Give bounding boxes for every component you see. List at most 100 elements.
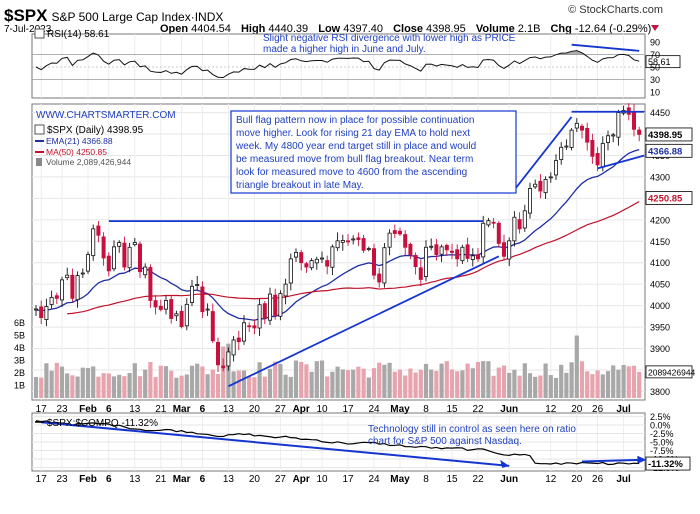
candle [65, 267, 70, 281]
candle-body [148, 267, 153, 301]
candle [257, 298, 262, 337]
price-legend-swatch [34, 124, 45, 135]
candle [481, 215, 486, 264]
candle [75, 271, 80, 308]
price-annotation-line-6: triangle breakout in late May. [236, 180, 364, 191]
candle [153, 295, 158, 315]
candle-body [319, 257, 324, 260]
volume-bar [434, 370, 439, 398]
volume-bar [236, 370, 241, 398]
volume-bar [252, 377, 257, 398]
ratio-current-box [645, 456, 691, 471]
candle-body [517, 219, 522, 230]
rsi-tick-label: 50 [650, 63, 660, 73]
candle-body [39, 306, 44, 319]
candle-body [221, 365, 226, 369]
volume-bar [470, 368, 475, 398]
volume-bar [179, 375, 184, 398]
candle [371, 243, 376, 280]
candle-body [257, 304, 262, 329]
candle-body [143, 266, 148, 276]
candle-body [117, 242, 122, 247]
x-tick-label: 17 [342, 404, 354, 415]
x-tick-label: 13 [129, 404, 141, 415]
volume-bar [111, 376, 117, 398]
candle-body [351, 238, 356, 241]
x-tick-label: 26 [592, 404, 604, 415]
x-tick-label: 21 [155, 404, 167, 415]
candle-body [371, 248, 376, 276]
volume-bar [439, 363, 444, 398]
volume-bar [543, 363, 548, 398]
x-tick-label: Jun [500, 474, 518, 485]
volume-bar [403, 375, 408, 398]
candle-body [356, 237, 361, 240]
candle [574, 118, 579, 132]
candle [397, 227, 402, 236]
volume-bar [564, 372, 569, 398]
candle-body [475, 254, 480, 260]
candle [101, 232, 106, 266]
volume-bar [366, 377, 371, 398]
last-ma-value: 4250.85 [648, 194, 683, 205]
volume-bar [512, 369, 517, 398]
brand-label: © StockCharts.com [568, 4, 663, 16]
candle [231, 336, 236, 362]
ma-legend: MA(50) 4250.85 [46, 147, 107, 157]
candle-body [559, 146, 564, 160]
rsi-legend-swatch [34, 28, 45, 39]
candle [455, 244, 460, 267]
price-tick-label: 4450 [650, 108, 670, 118]
volume-bar [314, 361, 319, 398]
moving-average-layer [35, 148, 640, 321]
candle-body [507, 240, 512, 260]
volume-bar [392, 371, 397, 398]
candle [449, 243, 454, 260]
volume-bar [340, 369, 345, 398]
candle-body [444, 244, 449, 251]
price-annotation-box [230, 110, 517, 194]
volume-bar [132, 363, 137, 398]
rsi-annotation-line-1: Slight negative RSI divergence with lowe… [263, 33, 516, 44]
candle-body [70, 274, 75, 299]
candle [564, 139, 569, 150]
x-tick-label: 15 [446, 404, 458, 415]
candle [569, 128, 574, 151]
candle-body [205, 308, 210, 311]
volume-bar [101, 373, 106, 398]
candle-body [439, 246, 444, 255]
volume-legend-swatch [36, 158, 42, 166]
candle [44, 298, 49, 327]
change-down-icon [651, 25, 659, 31]
volume-bar [189, 365, 195, 398]
candle-body [335, 240, 340, 249]
candle [340, 234, 345, 251]
candle-body [215, 341, 220, 366]
x-tick-label: 17 [36, 404, 48, 415]
x-tick-label: 17 [342, 474, 354, 485]
volume-tick-label: 5B [14, 331, 25, 341]
x-tick-label: Feb [79, 404, 97, 415]
candle-body [91, 228, 96, 257]
price-annotation-line-1: Bull flag pattern now in place for possi… [236, 115, 474, 126]
last-ema-value: 4366.88 [648, 146, 682, 157]
candle-body [528, 188, 533, 214]
candle [267, 287, 272, 325]
rsi-layer: 58.61 [32, 50, 681, 80]
price-tick-label: 4300 [650, 172, 670, 182]
x-tick-label: 23 [56, 404, 68, 415]
candle-body [34, 308, 39, 311]
volume-bar [559, 364, 564, 398]
candle-body [590, 140, 595, 157]
last-close-box [645, 127, 693, 142]
x-tick-label: 10 [316, 404, 328, 415]
candle-body [606, 135, 611, 143]
candle [252, 319, 257, 335]
price-annotation-line-2: move higher. Look for rising 21 day EMA … [236, 128, 470, 139]
x-tick-label: Mar [173, 404, 191, 415]
volume-bar [626, 366, 631, 398]
volume-bar [574, 335, 579, 398]
candle-body [158, 305, 163, 310]
candle-body [512, 216, 517, 242]
x-tick-label: May [390, 474, 410, 485]
